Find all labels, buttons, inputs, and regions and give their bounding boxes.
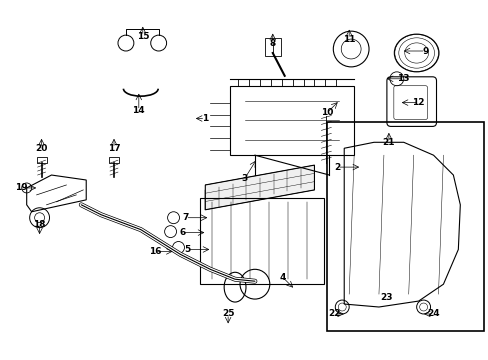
Text: 22: 22 xyxy=(327,310,340,319)
Text: 2: 2 xyxy=(333,163,340,172)
Text: 13: 13 xyxy=(397,74,409,83)
Text: 3: 3 xyxy=(242,174,247,183)
Text: 18: 18 xyxy=(33,220,46,229)
Text: 14: 14 xyxy=(132,106,145,115)
Text: 15: 15 xyxy=(136,32,149,41)
Text: 20: 20 xyxy=(35,144,48,153)
Bar xyxy=(109,157,119,163)
Text: 25: 25 xyxy=(222,310,234,319)
Text: 10: 10 xyxy=(321,108,333,117)
Bar xyxy=(326,122,483,331)
Text: 24: 24 xyxy=(427,310,439,319)
Text: 16: 16 xyxy=(149,247,162,256)
Text: 7: 7 xyxy=(182,213,188,222)
Text: 21: 21 xyxy=(382,138,394,147)
Text: 11: 11 xyxy=(342,35,355,44)
Text: 8: 8 xyxy=(269,39,275,48)
Text: 19: 19 xyxy=(16,184,28,193)
Text: 23: 23 xyxy=(380,293,392,302)
Bar xyxy=(264,38,280,56)
Text: 4: 4 xyxy=(279,273,285,282)
Text: 6: 6 xyxy=(179,228,185,237)
Text: 9: 9 xyxy=(422,46,428,55)
Polygon shape xyxy=(205,165,314,210)
Text: 1: 1 xyxy=(202,114,208,123)
Text: 5: 5 xyxy=(184,245,190,254)
Text: 12: 12 xyxy=(411,98,424,107)
Text: 17: 17 xyxy=(107,144,120,153)
Bar xyxy=(37,157,46,163)
